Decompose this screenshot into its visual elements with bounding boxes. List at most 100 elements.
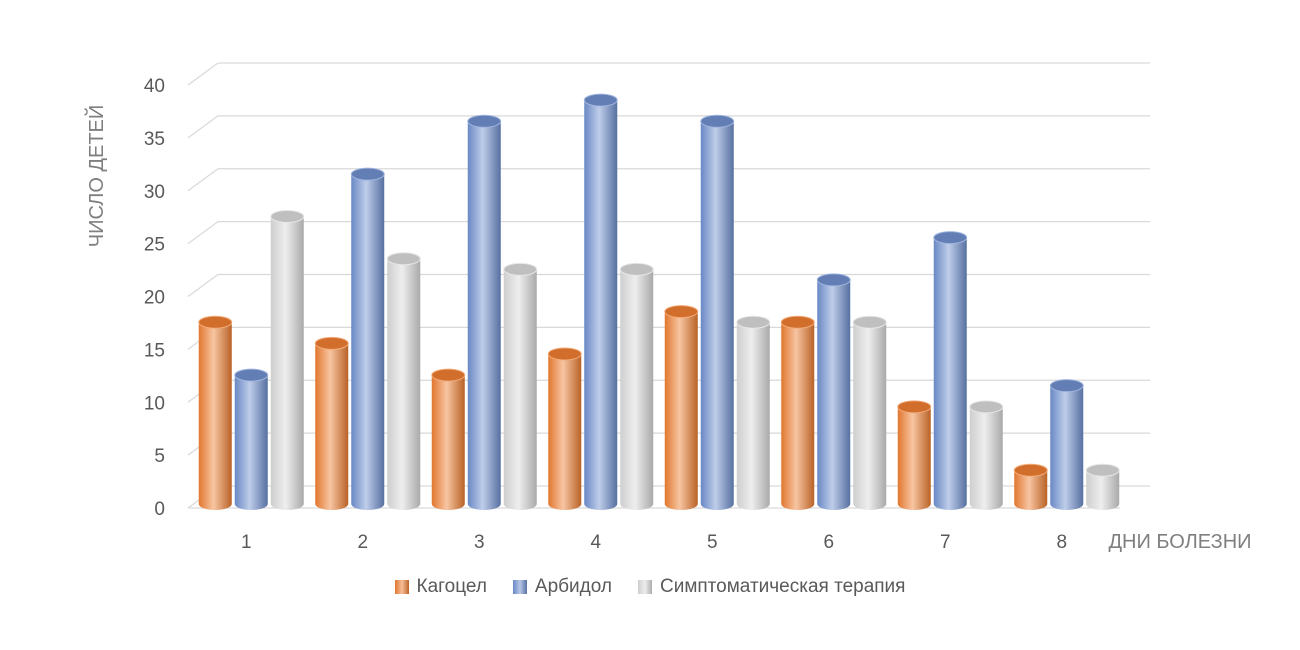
bar-2-4	[583, 93, 618, 511]
bar-body	[351, 174, 385, 511]
legend-swatch	[512, 580, 527, 594]
bar-2-8	[1049, 379, 1084, 510]
y-tick-label: 0	[154, 499, 165, 520]
x-tick-label: 4	[590, 532, 601, 553]
bar-body	[853, 322, 887, 510]
bar-cap	[700, 114, 735, 128]
x-tick-label: 3	[474, 532, 485, 553]
bar-body	[1086, 470, 1120, 510]
bar-3-2	[386, 252, 421, 510]
bar-1-7	[897, 400, 932, 510]
bar-body	[897, 406, 931, 510]
bar-cap	[1085, 463, 1120, 477]
x-tick-label: 7	[940, 532, 951, 553]
bar-cap	[198, 315, 233, 329]
gridline-side	[187, 168, 219, 192]
bar-body	[817, 279, 851, 510]
bar-cap	[350, 167, 385, 181]
bar-body	[736, 322, 770, 510]
bar-2-2	[350, 167, 385, 511]
x-tick-label: 2	[357, 532, 368, 553]
bar-cap	[852, 315, 887, 329]
bar-body	[620, 269, 654, 510]
legend-label: Кагоцел	[416, 576, 487, 597]
bar-body	[584, 100, 618, 511]
bar-body	[700, 121, 734, 511]
bar-3-4	[619, 262, 654, 510]
bar-cap	[547, 347, 582, 361]
bar-body	[315, 343, 349, 510]
bar-cap	[503, 262, 538, 276]
bar-3-3	[503, 262, 538, 510]
bar-2-3	[467, 114, 502, 511]
bar-3-6	[852, 315, 887, 510]
bar-2-6	[816, 273, 851, 510]
bar-1-3	[431, 368, 466, 510]
legend-swatch	[394, 580, 409, 594]
gridline-side	[187, 62, 219, 86]
y-tick-label: 5	[154, 446, 165, 467]
chart-legend: Кагоцел Арбидол Симптоматическая терапия	[0, 572, 1300, 602]
bar-cap	[386, 252, 421, 266]
legend-item: Кагоцел	[394, 576, 487, 598]
bar-body	[198, 322, 232, 510]
bar-body	[664, 311, 698, 510]
y-tick-label: 35	[144, 129, 165, 150]
gridline-side	[187, 274, 219, 297]
bar-cap	[431, 368, 466, 382]
bar-body	[234, 375, 268, 510]
bar-3-5	[736, 315, 771, 510]
bar-body	[387, 258, 421, 510]
bar-2-7	[933, 231, 968, 510]
legend-item: Симптоматическая терапия	[637, 576, 906, 598]
legend-label: Арбидол	[534, 576, 612, 597]
x-tick-label: 8	[1056, 532, 1067, 553]
bar-cap	[780, 315, 815, 329]
bar-1-8	[1013, 463, 1048, 510]
legend-label: Симптоматическая терапия	[659, 576, 906, 597]
bar-1-4	[547, 347, 582, 510]
y-tick-label: 25	[144, 235, 165, 256]
bar-3-8	[1085, 463, 1120, 510]
bar-cap	[1013, 463, 1048, 477]
x-tick-label: 5	[707, 532, 718, 553]
bar-body	[467, 121, 501, 511]
bar-cap	[736, 315, 771, 329]
y-axis-title: ЧИСЛО ДЕТЕЙ	[84, 105, 108, 248]
y-tick-label: 10	[144, 393, 165, 414]
chart-bars	[198, 93, 1120, 511]
bar-3-1	[270, 209, 305, 510]
y-tick-label: 30	[144, 182, 165, 203]
bar-1-6	[780, 315, 815, 510]
bar-body	[548, 353, 582, 510]
bar-2-5	[700, 114, 735, 511]
bar-cap	[314, 336, 349, 350]
legend-swatch	[637, 580, 652, 594]
x-axis-ticks: 1 2 3 4 5 6 7 8	[241, 532, 1067, 553]
bar-body	[969, 406, 1003, 510]
bar-body	[1050, 385, 1084, 510]
bar-body	[270, 216, 304, 510]
bar-1-2	[314, 336, 349, 510]
bar-cap	[1049, 379, 1084, 393]
bar-cap	[969, 400, 1004, 414]
bar-body	[431, 375, 465, 510]
bar-cap	[664, 305, 699, 319]
x-axis-title: ДНИ БОЛЕЗНИ	[1108, 531, 1251, 553]
bar-cap	[619, 262, 654, 276]
x-tick-label: 6	[823, 532, 834, 553]
x-tick-label: 1	[241, 532, 252, 553]
gridline-side	[187, 115, 219, 139]
bar-body	[781, 322, 815, 510]
bar-cap	[897, 400, 932, 414]
bar-cap	[234, 368, 269, 382]
bar-cap	[270, 209, 305, 223]
y-tick-label: 20	[144, 288, 165, 309]
bar-cap	[583, 93, 618, 107]
gridline-side	[187, 221, 219, 245]
bar-body	[1014, 470, 1048, 510]
y-tick-label: 15	[144, 340, 165, 361]
bar-3-7	[969, 400, 1004, 510]
bar-cap	[816, 273, 851, 287]
